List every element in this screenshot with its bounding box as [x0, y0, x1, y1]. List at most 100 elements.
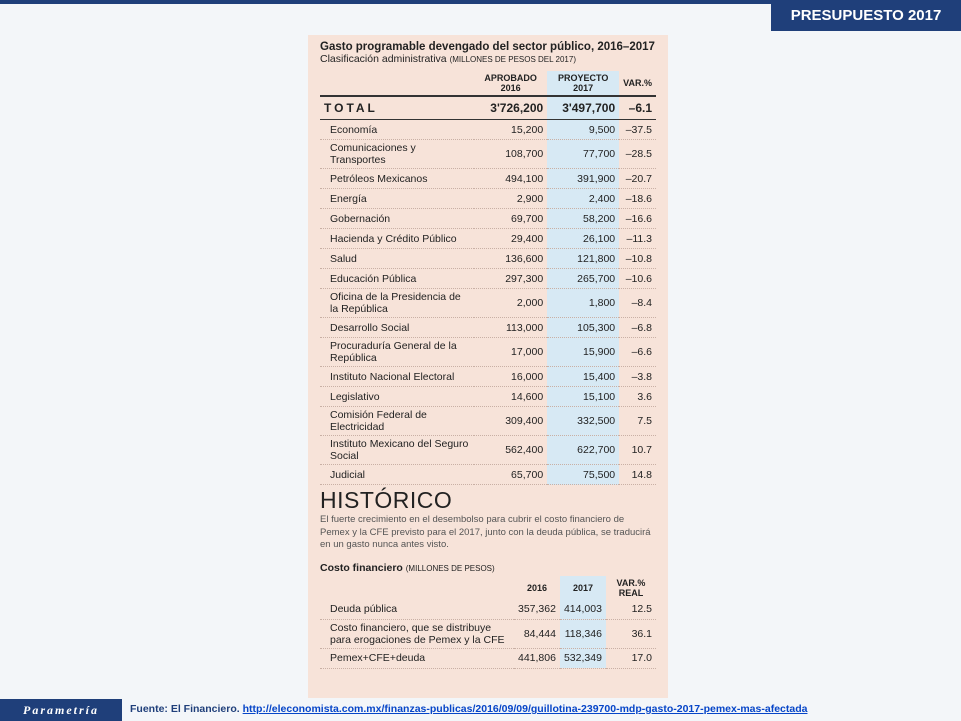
- row-name: Hacienda y Crédito Público: [320, 228, 474, 249]
- row-name: Petróleos Mexicanos: [320, 168, 474, 189]
- value-cell: 622,700: [547, 435, 620, 465]
- table1-subtitle: Clasificación administrativa (MILLONES D…: [320, 53, 656, 65]
- value-cell: 532,349: [559, 648, 606, 669]
- footer: Parametría Fuente: El Financiero. http:/…: [0, 699, 961, 721]
- row-name: Desarrollo Social: [320, 317, 474, 338]
- value-cell: 12.5: [605, 599, 656, 620]
- row: Judicial 65,700 75,500 14.8: [320, 464, 656, 485]
- total-cell: TOTAL: [320, 95, 474, 120]
- row: Hacienda y Crédito Público 29,400 26,100 –1…: [320, 228, 656, 249]
- column-header: 2016: [526, 582, 547, 593]
- row: Comisión Federal de Electricidad 309,400 3…: [320, 406, 656, 436]
- row: Educación Pública 297,300 265,700 –10.6: [320, 268, 656, 289]
- value-cell: –10.6: [619, 268, 656, 289]
- historico-text: El fuerte crecimiento en el desembolso p…: [320, 514, 651, 550]
- value-cell: 562,400: [474, 435, 548, 465]
- value-cell: 113,000: [474, 317, 548, 338]
- source: Fuente: El Financiero. http://eleconomis…: [130, 703, 807, 715]
- value-cell: –8.4: [619, 288, 656, 318]
- value-cell: 108,700: [474, 139, 548, 169]
- value-cell: 17,000: [474, 337, 548, 367]
- value-cell: 16,000: [474, 366, 548, 387]
- panel: Gasto programable devengado del sector p…: [308, 35, 668, 698]
- value-cell: 15,200: [474, 119, 548, 140]
- row: Deuda pública 357,362 414,003 12.5: [320, 599, 656, 620]
- value-cell: 29,400: [474, 228, 548, 249]
- value-cell: 136,600: [474, 248, 548, 269]
- value-cell: 414,003: [559, 599, 606, 620]
- row: Pemex+CFE+deuda 441,806 532,349 17.0: [320, 648, 656, 669]
- table1: APROBADO 2016 PROYECTO 2017 VAR.% TOTAL 3'72…: [320, 71, 656, 485]
- value-cell: 265,700: [547, 268, 620, 289]
- column-header: PROYECTO 2017: [547, 71, 620, 96]
- title: Costo financiero: [320, 561, 403, 574]
- value-cell: –28.5: [619, 139, 656, 169]
- row: Salud 136,600 121,800 –10.8: [320, 248, 656, 269]
- value-cell: 494,100: [474, 168, 548, 189]
- value-cell: –6.6: [619, 337, 656, 367]
- value-cell: 58,200: [547, 208, 620, 229]
- column-header: 2017: [559, 575, 606, 600]
- total-row: TOTAL 3'726,200 3'497,700 –6.1: [320, 95, 656, 120]
- value-cell: 7.5: [619, 406, 656, 436]
- row: Procuraduría General de la República 17,0…: [320, 337, 656, 367]
- row-name: Educación Pública: [320, 268, 474, 289]
- value-cell: 121,800: [547, 248, 620, 269]
- value-cell: 10.7: [619, 435, 656, 465]
- total-cell: 3'726,200: [474, 95, 548, 120]
- value-cell: 15,100: [547, 386, 620, 407]
- value-cell: 75,500: [547, 464, 620, 485]
- total-cell: 3'497,700: [547, 95, 620, 120]
- value-cell: 65,700: [474, 464, 548, 485]
- historico-title: HISTÓRICO: [320, 487, 453, 513]
- source-label: Fuente: El Financiero.: [130, 703, 240, 715]
- row: Energía 2,900 2,400 –18.6: [320, 188, 656, 209]
- value-cell: –18.6: [619, 188, 656, 209]
- row-name: Costo financiero, que se distribuye para…: [320, 619, 514, 649]
- row-name: Deuda pública: [320, 599, 514, 620]
- value-cell: 309,400: [474, 406, 548, 436]
- row: Comunicaciones y Transportes 108,700 77,70…: [320, 139, 656, 169]
- value-cell: –3.8: [619, 366, 656, 387]
- value-cell: 2,000: [474, 288, 548, 318]
- top-line: [0, 0, 961, 4]
- brand: Parametría: [0, 699, 122, 721]
- value-cell: 36.1: [605, 619, 656, 649]
- value-cell: 9,500: [547, 119, 620, 140]
- column-header: APROBADO 2016: [484, 73, 537, 93]
- column-header: VAR.% REAL: [616, 577, 646, 598]
- row-name: Procuraduría General de la República: [320, 337, 474, 367]
- row-name: Gobernación: [320, 208, 474, 229]
- row-name: Comisión Federal de Electricidad: [320, 406, 474, 436]
- value-cell: 84,444: [514, 619, 560, 649]
- row: Instituto Mexicano del Seguro Social 562,…: [320, 435, 656, 465]
- value-cell: 3.6: [619, 386, 656, 407]
- value-cell: 14,600: [474, 386, 548, 407]
- value-cell: 1,800: [547, 288, 620, 318]
- row-name: Energía: [320, 188, 474, 209]
- source-link[interactable]: http://eleconomista.com.mx/finanzas-publ…: [242, 703, 808, 715]
- table2: 2016 2017 VAR.% REAL Deuda pública 357,362 41…: [320, 575, 656, 669]
- value-cell: 357,362: [514, 599, 560, 620]
- value-cell: 15,900: [547, 337, 620, 367]
- row-name: Legislativo: [320, 386, 474, 407]
- row: Petróleos Mexicanos 494,100 391,900 –20.7: [320, 168, 656, 189]
- column-header: VAR.%: [623, 78, 652, 88]
- row-name: Pemex+CFE+deuda: [320, 648, 514, 669]
- value-cell: 105,300: [547, 317, 620, 338]
- value-cell: –6.8: [619, 317, 656, 338]
- row-name: Instituto Mexicano del Seguro Social: [320, 435, 474, 465]
- value-cell: 118,346: [559, 619, 606, 649]
- row-name: Salud: [320, 248, 474, 269]
- row: Legislativo 14,600 15,100 3.6: [320, 386, 656, 407]
- row: Gobernación 69,700 58,200 –16.6: [320, 208, 656, 229]
- value-cell: –10.8: [619, 248, 656, 269]
- row: Oficina de la Presidencia de la Repúblic…: [320, 288, 656, 318]
- value-cell: 14.8: [619, 464, 656, 485]
- value-cell: 391,900: [547, 168, 620, 189]
- value-cell: 15,400: [547, 366, 620, 387]
- value-cell: 297,300: [474, 268, 548, 289]
- total-cell: –6.1: [619, 95, 656, 120]
- row: Instituto Nacional Electoral 16,000 15,400…: [320, 366, 656, 387]
- header-row: APROBADO 2016 PROYECTO 2017 VAR.%: [320, 71, 656, 96]
